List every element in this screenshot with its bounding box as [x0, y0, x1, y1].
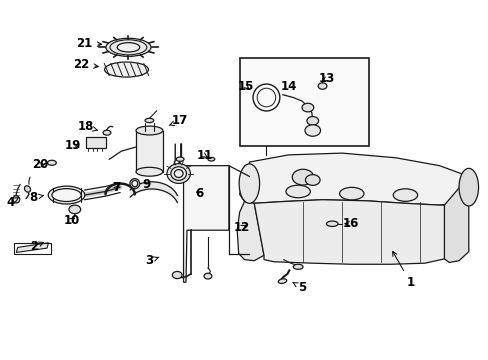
- Text: 4: 4: [6, 196, 18, 209]
- Ellipse shape: [293, 264, 303, 269]
- Circle shape: [302, 103, 313, 112]
- Ellipse shape: [166, 164, 190, 183]
- Circle shape: [172, 271, 182, 279]
- Text: 19: 19: [64, 139, 81, 152]
- Ellipse shape: [132, 180, 138, 187]
- Ellipse shape: [176, 157, 183, 161]
- Polygon shape: [239, 153, 475, 205]
- Bar: [136, 131, 163, 172]
- Text: 22: 22: [73, 58, 98, 71]
- Ellipse shape: [117, 42, 140, 52]
- Ellipse shape: [392, 189, 417, 201]
- Circle shape: [292, 169, 313, 185]
- Ellipse shape: [145, 118, 154, 123]
- Circle shape: [305, 175, 320, 185]
- Text: 12: 12: [233, 221, 250, 234]
- Ellipse shape: [136, 126, 163, 135]
- Text: 6: 6: [195, 187, 203, 200]
- Text: 13: 13: [318, 72, 334, 85]
- Text: 1: 1: [392, 252, 413, 289]
- Ellipse shape: [239, 164, 259, 203]
- Polygon shape: [237, 202, 264, 261]
- Circle shape: [69, 205, 81, 214]
- Text: 8: 8: [30, 191, 43, 204]
- Ellipse shape: [278, 279, 286, 283]
- Ellipse shape: [47, 160, 56, 165]
- Ellipse shape: [52, 189, 81, 202]
- Circle shape: [318, 83, 326, 89]
- Text: 20: 20: [33, 158, 49, 171]
- Ellipse shape: [24, 186, 30, 192]
- Text: 15: 15: [237, 80, 253, 93]
- Ellipse shape: [174, 170, 183, 177]
- Ellipse shape: [136, 167, 163, 176]
- Ellipse shape: [104, 62, 148, 77]
- Ellipse shape: [458, 168, 478, 206]
- Ellipse shape: [326, 221, 337, 226]
- Text: 17: 17: [169, 114, 188, 127]
- Circle shape: [305, 125, 320, 136]
- Text: 10: 10: [63, 214, 80, 227]
- Ellipse shape: [170, 167, 186, 180]
- Text: 21: 21: [76, 37, 102, 50]
- Text: 11: 11: [196, 149, 212, 162]
- Ellipse shape: [130, 179, 140, 189]
- Text: 9: 9: [142, 178, 150, 191]
- Text: 18: 18: [78, 121, 97, 134]
- Text: 5: 5: [292, 281, 305, 294]
- Ellipse shape: [285, 185, 310, 198]
- Ellipse shape: [207, 157, 214, 161]
- Text: 14: 14: [281, 80, 297, 93]
- Ellipse shape: [48, 186, 84, 204]
- Circle shape: [203, 273, 211, 279]
- Polygon shape: [254, 200, 444, 264]
- Text: 3: 3: [145, 254, 159, 267]
- Polygon shape: [16, 243, 48, 252]
- Circle shape: [306, 117, 318, 125]
- Text: 2: 2: [30, 240, 43, 253]
- Polygon shape: [444, 176, 475, 262]
- Polygon shape: [183, 166, 228, 282]
- Ellipse shape: [106, 38, 151, 57]
- Bar: [86, 137, 105, 148]
- Ellipse shape: [13, 196, 20, 203]
- Ellipse shape: [103, 130, 111, 135]
- Bar: [14, 243, 51, 253]
- Text: 7: 7: [112, 181, 121, 194]
- Text: 16: 16: [342, 217, 358, 230]
- Bar: [239, 58, 368, 146]
- Ellipse shape: [339, 187, 363, 200]
